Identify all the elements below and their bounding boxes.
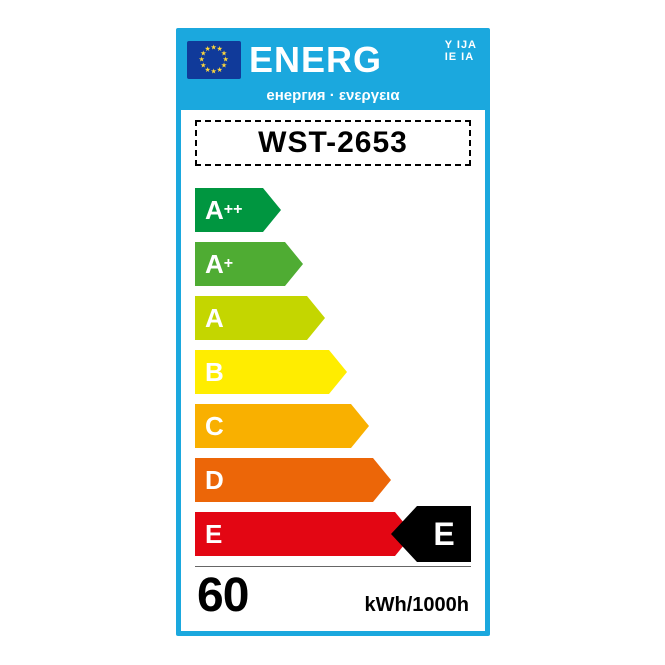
energy-title: ENERG xyxy=(249,42,382,78)
consumption-unit: kWh/1000h xyxy=(365,594,469,617)
energy-class-label: E xyxy=(195,512,395,556)
energy-subheader: енергия · ενεργεια xyxy=(181,87,485,110)
energy-class-label: B xyxy=(195,350,329,394)
energy-class-bar: D xyxy=(195,458,391,502)
energy-class-bar: B xyxy=(195,350,347,394)
consumption-value: 60 xyxy=(197,568,248,623)
energy-title-suffix: Y IJAIE IA xyxy=(445,39,477,63)
energy-class-bar: E xyxy=(195,512,413,556)
energy-class-bars: A++ A+ ABCDEE xyxy=(181,188,485,566)
energy-class-bar: C xyxy=(195,404,369,448)
model-code: WST-2653 xyxy=(195,120,471,166)
energy-class-bar: A xyxy=(195,296,325,340)
selected-class-indicator: E xyxy=(391,506,471,562)
energy-label: ★★★★★★★★★★★★ ENERG Y IJAIE IA енергия · … xyxy=(176,28,490,636)
energy-class-bar: A+ xyxy=(195,242,303,286)
energy-class-bar: A++ xyxy=(195,188,281,232)
energy-class-label: D xyxy=(195,458,373,502)
eu-flag-icon: ★★★★★★★★★★★★ xyxy=(187,41,241,79)
energy-class-label: C xyxy=(195,404,351,448)
energy-class-label: A++ xyxy=(195,188,263,232)
energy-class-label: A+ xyxy=(195,242,285,286)
selected-class-label: E xyxy=(417,506,471,562)
energy-class-label: A xyxy=(195,296,307,340)
header-band: ★★★★★★★★★★★★ ENERG Y IJAIE IA xyxy=(181,33,485,87)
footer: 60 kWh/1000h xyxy=(181,566,485,631)
